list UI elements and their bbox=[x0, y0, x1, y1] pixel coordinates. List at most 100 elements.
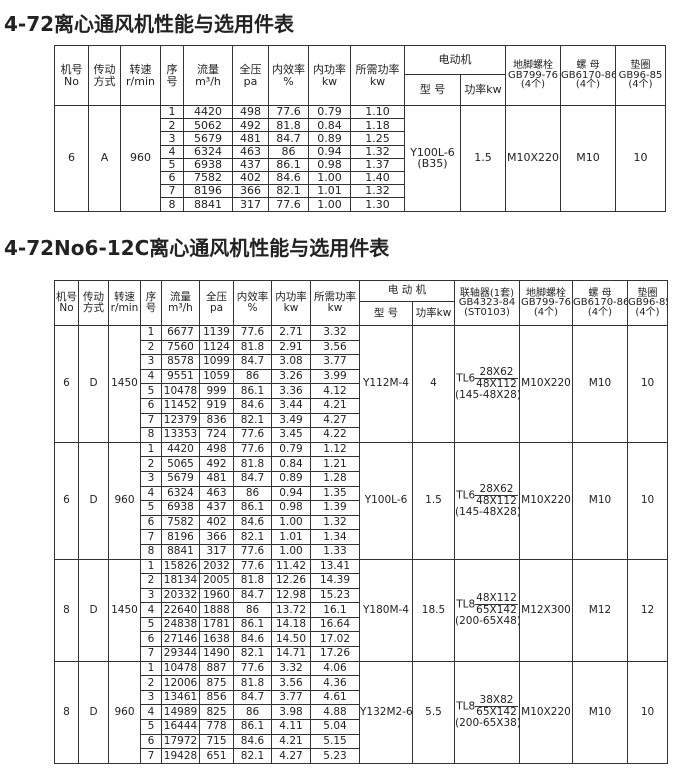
pressure-cell: 875 bbox=[199, 675, 234, 691]
header-inner-power-line: 内功率 bbox=[313, 62, 346, 76]
pressure-cell: 1490 bbox=[199, 646, 234, 662]
header-bolt-line: GB799-76 bbox=[507, 69, 559, 81]
header-pressure: 全压 pa bbox=[199, 280, 234, 326]
required-power-cell: 1.34 bbox=[310, 529, 360, 545]
required-power-cell: 13.41 bbox=[310, 558, 360, 575]
pressure-cell: 724 bbox=[199, 427, 234, 443]
header-coupling-line: 联轴器(1套) bbox=[459, 287, 515, 299]
efficiency-cell: 84.7 bbox=[233, 354, 272, 370]
pressure-cell: 402 bbox=[199, 514, 234, 531]
inner-power-cell: 14.18 bbox=[271, 616, 311, 633]
motor-model: Y180M-4 bbox=[363, 603, 409, 616]
coupling-prefix: TL8 bbox=[456, 598, 476, 611]
header-efficiency-line: 内效率 bbox=[236, 290, 269, 303]
seq-cell: 4 bbox=[140, 485, 162, 502]
header-nut-line: GB6170-86 bbox=[561, 69, 616, 81]
efficiency-cell: 86 bbox=[233, 368, 272, 385]
coupling-numerator: 28X62 bbox=[475, 483, 518, 496]
efficiency-cell: 77.6 bbox=[233, 660, 272, 677]
header-bolt-line: 地脚螺栓 bbox=[526, 287, 566, 299]
pressure-cell: 836 bbox=[199, 412, 234, 429]
header-nut: 螺 母 GB6170-86 (4个) bbox=[560, 45, 616, 106]
table-row: 5 16444 778 86.1 4.11 5.04 bbox=[55, 719, 668, 735]
efficiency-cell: 82.1 bbox=[233, 748, 272, 764]
motor-model-cell: Y112M-4 bbox=[359, 325, 413, 443]
seq-cell: 7 bbox=[140, 412, 162, 429]
coupling-denominator: 48X112 bbox=[476, 494, 517, 507]
header-bolt-line: 地脚螺栓 bbox=[513, 60, 553, 72]
header-speed-line: 转速 bbox=[129, 62, 152, 76]
seq-cell: 8 bbox=[160, 197, 184, 212]
table-row: 8 D 1450 1 15826 2032 77.6 11.42 13.41 Y180M-4 18.… bbox=[54, 558, 668, 662]
drive-cell: D bbox=[78, 441, 109, 560]
header-nut-line: 螺 母 bbox=[576, 60, 600, 72]
machine-no-cell: 6 bbox=[54, 441, 79, 560]
seq-cell: 3 bbox=[160, 131, 184, 146]
efficiency-cell: 86.1 bbox=[233, 383, 272, 399]
flow-cell: 6938 bbox=[183, 157, 233, 172]
pressure-cell: 1888 bbox=[199, 602, 234, 618]
seq-cell: 4 bbox=[140, 602, 162, 618]
inner-power-cell: 3.98 bbox=[271, 704, 311, 721]
inner-power-cell: 1.00 bbox=[271, 514, 311, 531]
efficiency-cell: 84.6 bbox=[233, 397, 272, 414]
inner-power-cell: 3.36 bbox=[271, 383, 311, 399]
required-power-cell: 17.26 bbox=[310, 646, 360, 662]
inner-power-cell: 0.98 bbox=[308, 157, 351, 172]
seq-cell: 1 bbox=[140, 325, 162, 341]
header-drive: 传动 方式 bbox=[78, 280, 109, 326]
required-power-cell: 4.22 bbox=[310, 427, 360, 443]
pressure-cell: 651 bbox=[199, 748, 234, 764]
header-pressure-line: 全压 bbox=[206, 290, 227, 303]
header-required-power: 所需功率 kw bbox=[310, 280, 360, 326]
motor-model-cell: Y180M-4 bbox=[359, 558, 413, 662]
coupling-prefix: TL8 bbox=[456, 700, 476, 713]
flow-cell: 29344 bbox=[161, 646, 200, 662]
bolt-cell: M12X300 bbox=[519, 558, 573, 662]
header-motor-power: 功率kw bbox=[412, 301, 455, 326]
flow-cell: 8841 bbox=[183, 197, 233, 212]
inner-power-cell: 11.42 bbox=[271, 558, 311, 575]
pressure-cell: 481 bbox=[199, 470, 234, 487]
flow-cell: 14989 bbox=[161, 704, 200, 721]
table2-header: 机号 No 传动 方式 转速 r/min 序号流量 m³/h 全压 pa 内效率% 内功率 kw 所需功率… bbox=[54, 280, 668, 326]
header-inner-power-line: 内功率 bbox=[275, 290, 307, 303]
header-required-power: 所需功率 kw bbox=[350, 45, 405, 106]
seq-cell: 8 bbox=[140, 543, 162, 560]
efficiency-cell: 86.1 bbox=[233, 500, 272, 516]
header-washer-line: 垫圈 bbox=[637, 287, 658, 299]
pressure-cell: 778 bbox=[199, 719, 234, 735]
inner-power-cell: 1.01 bbox=[271, 529, 311, 545]
header-required-power-line: kw bbox=[369, 74, 386, 88]
seq-cell: 6 bbox=[140, 631, 162, 648]
efficiency-cell: 84.6 bbox=[233, 631, 272, 648]
header-washer-line: GB96-85 bbox=[628, 297, 668, 309]
inner-power-cell: 2.71 bbox=[271, 325, 311, 341]
header-drive: 传动 方式 bbox=[88, 45, 121, 106]
flow-cell: 6324 bbox=[161, 485, 200, 502]
inner-power-cell: 3.08 bbox=[271, 354, 311, 370]
pressure-cell: 481 bbox=[232, 131, 269, 146]
flow-cell: 5062 bbox=[183, 118, 233, 133]
required-power-cell: 4.88 bbox=[310, 704, 360, 721]
motor-power-cell: 4 bbox=[412, 325, 455, 443]
required-power-cell: 5.04 bbox=[310, 719, 360, 735]
seq-cell: 5 bbox=[140, 500, 162, 516]
pressure-cell: 402 bbox=[232, 170, 269, 186]
efficiency-cell: 84.7 bbox=[268, 131, 309, 146]
pressure-cell: 1638 bbox=[199, 631, 234, 648]
washer-cell: 10 bbox=[627, 441, 668, 560]
header-machine-no-line: No bbox=[59, 302, 74, 314]
header-pressure-line: 全压 bbox=[239, 62, 262, 76]
bolt-cell: M10X220 bbox=[519, 325, 573, 443]
required-power-cell: 4.61 bbox=[310, 689, 360, 706]
header-drive-line: 方式 bbox=[93, 74, 116, 88]
pressure-cell: 2005 bbox=[199, 573, 234, 589]
seq-cell: 5 bbox=[140, 719, 162, 735]
motor-model-cell: Y132M2-6 bbox=[359, 660, 413, 764]
coupling-note: (145-48X28) bbox=[455, 388, 520, 401]
required-power-cell: 5.15 bbox=[310, 733, 360, 750]
flow-cell: 8841 bbox=[161, 543, 200, 560]
bolt-cell: M10X220 bbox=[505, 105, 561, 212]
flow-cell: 4420 bbox=[161, 441, 200, 458]
